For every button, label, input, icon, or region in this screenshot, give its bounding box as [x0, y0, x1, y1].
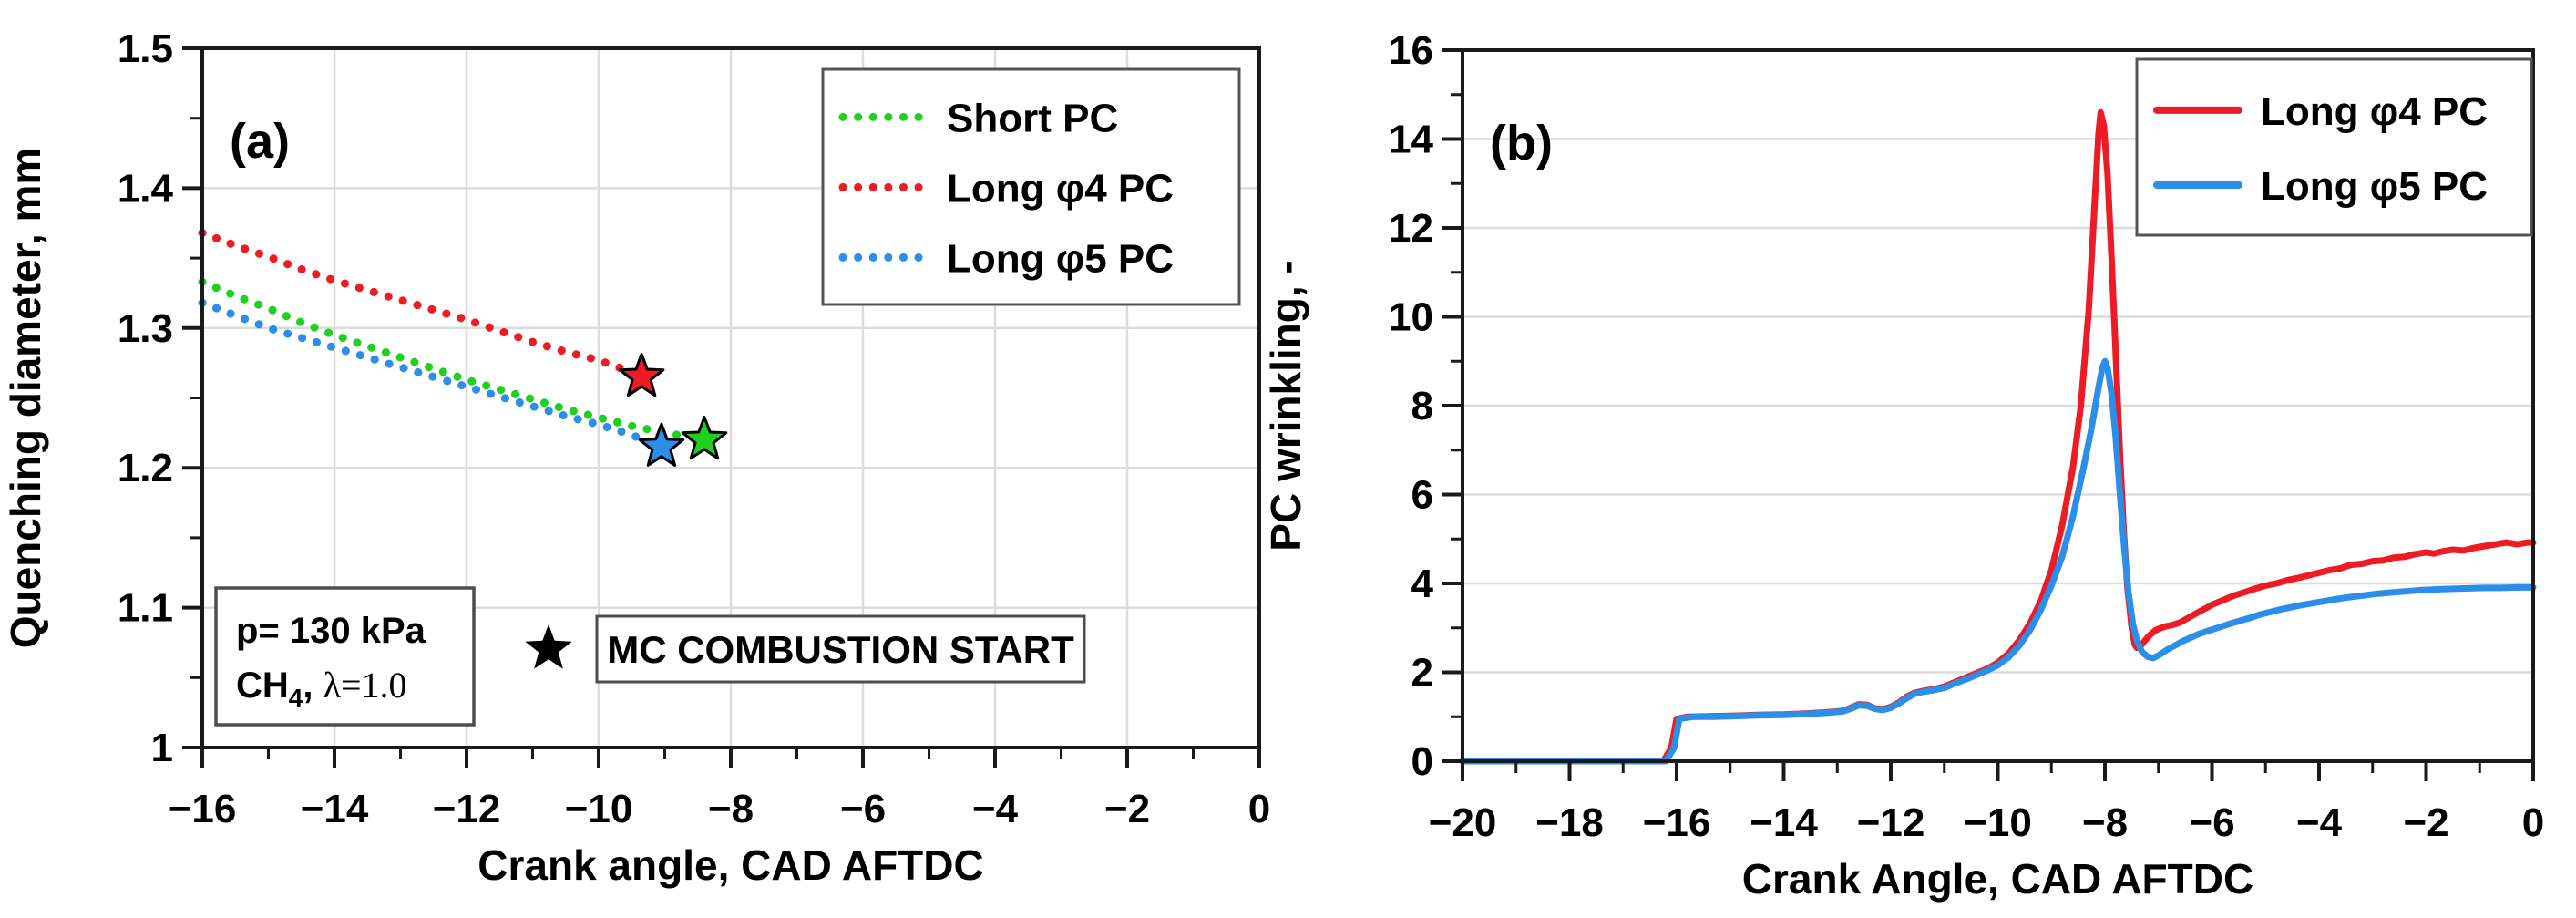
- y-tick-label: 14: [1389, 118, 1433, 162]
- x-tick-label: −18: [1535, 800, 1604, 845]
- conditions-box: p= 130 kPa CH4, λ=1.0: [214, 586, 476, 727]
- y-tick-label: 8: [1411, 384, 1433, 428]
- y-tick-label: 10: [1389, 295, 1433, 340]
- y-axis-title: Quenching diameter, mm: [2, 148, 49, 649]
- mixture-text: CH4, λ=1.0: [236, 665, 407, 712]
- panel-a: −16 −14 −12 −10 −8 −6 −4 −2 0 1 1.1 1.2 1.3 1.4 1.5 Cra…: [2, 26, 1270, 889]
- legend: Short PC Long φ4 PC Long φ5 PC: [821, 67, 1241, 306]
- combustion-note-border: [595, 614, 1086, 684]
- series-long-5-pc: [198, 298, 650, 444]
- x-tick-label: −14: [301, 787, 369, 831]
- x-tick-label: −6: [840, 787, 886, 831]
- series-long-5-pc: [1459, 357, 2537, 765]
- y-tick-label: 6: [1411, 473, 1433, 518]
- legend-label-long-4-pc: Long φ4 PC: [2261, 89, 2488, 134]
- star-marker-red: [618, 353, 665, 397]
- series-long-4-pc: [198, 229, 640, 378]
- y-tick-label: 1.1: [118, 586, 173, 631]
- x-tick-label: −10: [565, 787, 633, 831]
- x-tick-label: −12: [1857, 800, 1925, 845]
- x-tick-label: −4: [972, 787, 1019, 831]
- series-short-pc: [198, 277, 695, 441]
- black-star-icon: [525, 624, 572, 669]
- y-tick-label: 1: [151, 726, 173, 770]
- x-tick-label: 0: [1248, 787, 1270, 831]
- pressure-text: p= 130 kPa: [236, 611, 426, 651]
- x-tick-label: −14: [1750, 800, 1818, 845]
- legend-label-short-pc: Short PC: [947, 96, 1118, 140]
- legend-label-long-4-pc: Long φ4 PC: [947, 166, 1174, 211]
- x-tick-label: −16: [1643, 800, 1711, 845]
- x-tick-label: −2: [1104, 787, 1150, 831]
- y-tick-label: 1.5: [118, 26, 173, 71]
- y-tick-label: 4: [1411, 562, 1434, 606]
- x-tick-label: −16: [169, 787, 237, 831]
- x-axis-title: Crank Angle, CAD AFTDC: [1742, 855, 2253, 903]
- conditions-box-border: [214, 586, 476, 727]
- x-axis-title: Crank angle, CAD AFTDC: [477, 841, 983, 889]
- y-tick-label: 2: [1411, 651, 1433, 696]
- panel-b: −20 −18 −16 −14 −12 −10 −8 −6 −4 −2 00246810121416…: [1262, 28, 2544, 903]
- y-axis-title: PC wrinkling, -: [1262, 260, 1309, 551]
- panel-label: (a): [230, 114, 290, 169]
- combustion-note-label: MC COMBUSTION START: [607, 628, 1074, 671]
- legend-label-long-5-pc: Long φ5 PC: [2261, 164, 2488, 209]
- y-tick-label: 1.3: [118, 306, 173, 351]
- y-tick-label: 12: [1389, 206, 1433, 251]
- legend-box: [2135, 57, 2533, 237]
- y-tick-label: 16: [1389, 28, 1433, 73]
- panel-label: (b): [1490, 116, 1553, 170]
- x-tick-label: −10: [1964, 800, 2032, 845]
- x-tick-label: −12: [433, 787, 501, 831]
- legend-label-long-5-pc: Long φ5 PC: [947, 236, 1174, 281]
- x-tick-label: −8: [2082, 800, 2128, 845]
- combustion-start-note: MC COMBUSTION START: [525, 614, 1086, 684]
- x-tick-label: −8: [708, 787, 754, 831]
- y-tick-label: 1.2: [118, 446, 173, 490]
- x-tick-label: 0: [2522, 800, 2544, 845]
- x-tick-label: −4: [2296, 800, 2343, 845]
- x-tick-label: −20: [1429, 800, 1497, 845]
- x-tick-label: −6: [2189, 800, 2234, 845]
- star-marker-green: [681, 416, 728, 460]
- star-marker-blue: [638, 422, 685, 467]
- y-tick-label: 0: [1411, 739, 1433, 784]
- x-tick-label: −2: [2403, 800, 2448, 845]
- y-tick-label: 1.4: [118, 166, 174, 211]
- legend: Long φ4 PC Long φ5 PC: [2135, 57, 2533, 237]
